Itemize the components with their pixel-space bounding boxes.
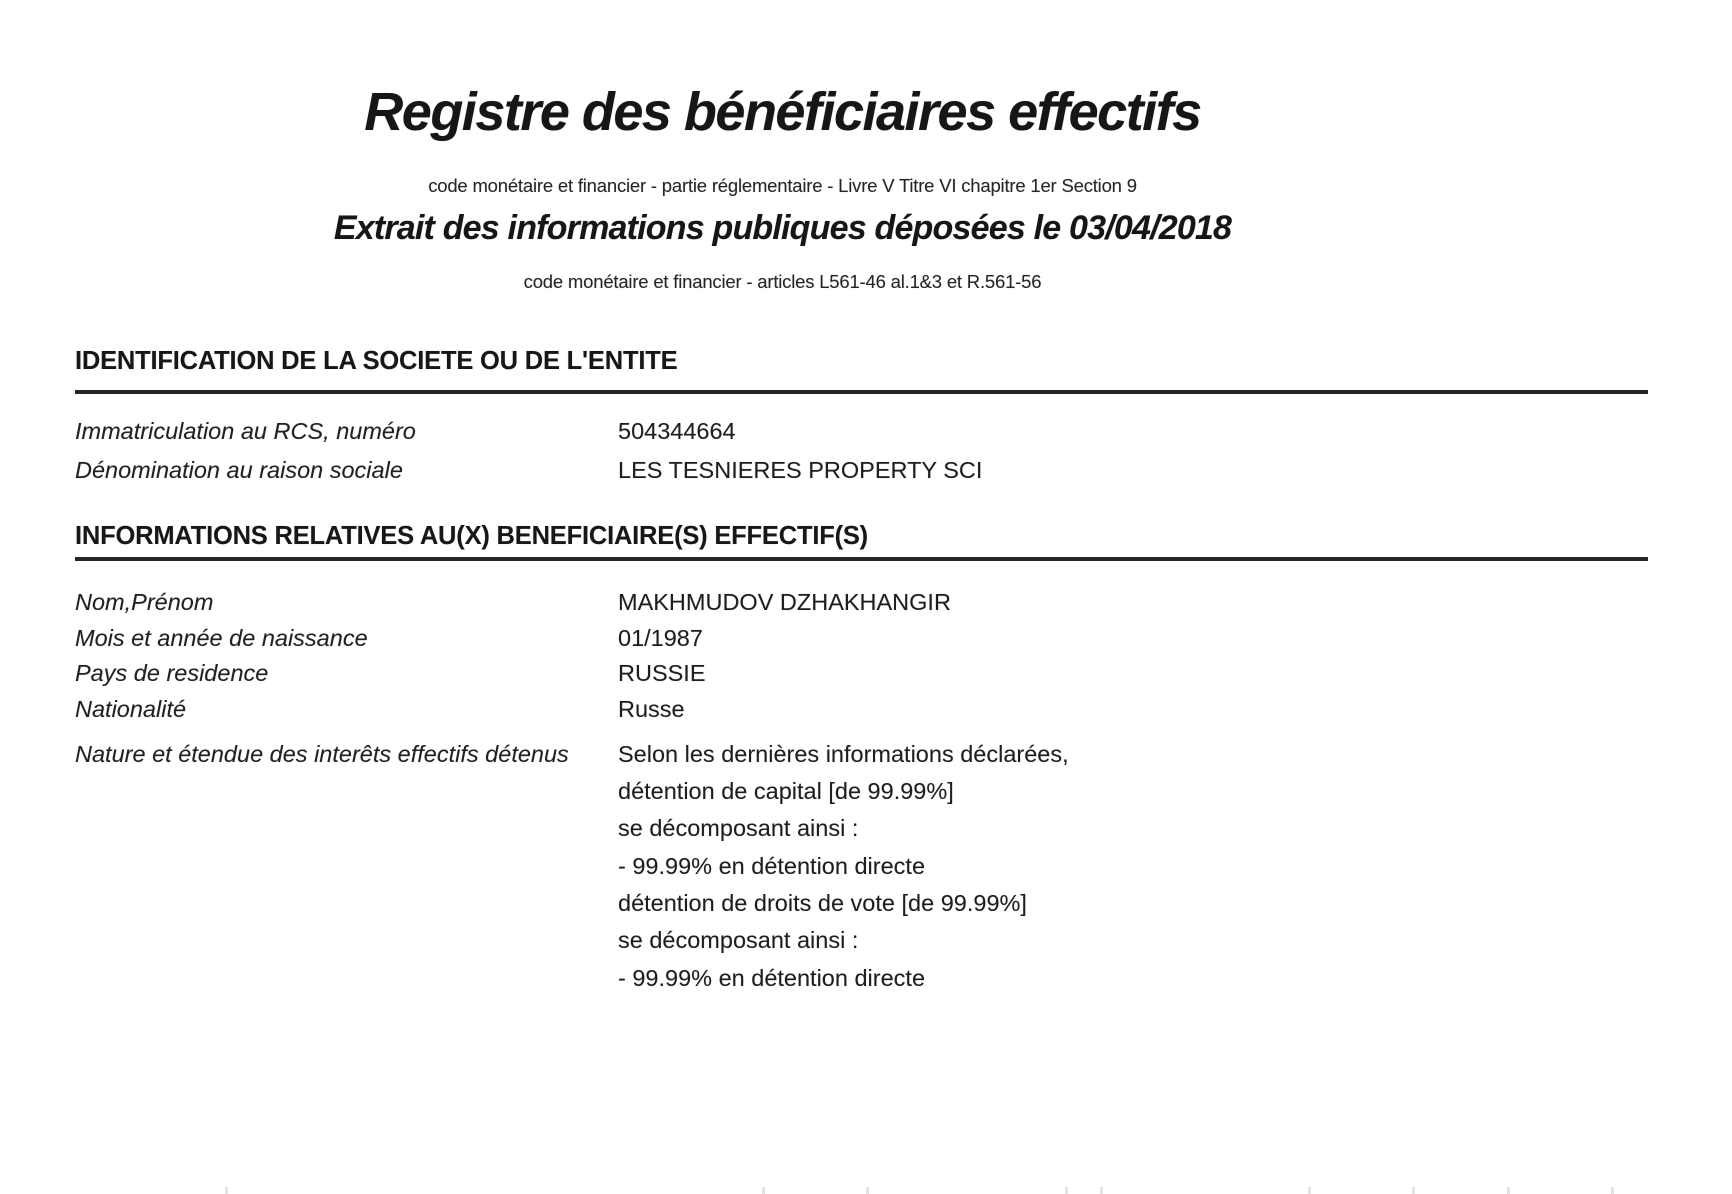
field-value: 01/1987 bbox=[618, 624, 703, 651]
value-line: détention de droits de vote [de 99.99%] bbox=[618, 890, 1027, 916]
section-rule bbox=[75, 557, 1648, 561]
field-value: LES TESNIERES PROPERTY SCI bbox=[618, 456, 983, 483]
field-value-multiline: Selon les dernières informations déclaré… bbox=[618, 736, 1675, 997]
page-title-caption: code monétaire et financier - partie rég… bbox=[428, 175, 1137, 196]
field-row-nationality: Nationalité Russe bbox=[75, 692, 1675, 728]
field-label: Mois et année de naissance bbox=[75, 624, 368, 651]
identification-fields: Immatriculation au RCS, numéro 504344664… bbox=[75, 412, 1675, 489]
field-label: Dénomination au raison sociale bbox=[75, 456, 403, 483]
page-bottom-artifact bbox=[866, 1187, 869, 1194]
value-line: détention de capital [de 99.99%] bbox=[618, 778, 954, 805]
field-value: Russe bbox=[618, 696, 685, 723]
page-bottom-artifact bbox=[1065, 1187, 1068, 1194]
page-bottom-artifact bbox=[1611, 1187, 1614, 1194]
page-bottom-artifact bbox=[762, 1187, 765, 1194]
section-rule bbox=[75, 390, 1648, 394]
page-title: Registre des bénéficiaires effectifs bbox=[364, 82, 1202, 142]
value-line: - 99.99% en détention directe bbox=[618, 852, 926, 879]
field-value: MAKHMUDOV DZHAKHANGIR bbox=[618, 589, 951, 615]
page-subtitle-caption: code monétaire et financier - articles L… bbox=[523, 271, 1042, 292]
page-bottom-artifact bbox=[1308, 1187, 1311, 1194]
field-row-name: Nom,Prénom MAKHMUDOV DZHAKHANGIR bbox=[75, 585, 1675, 621]
field-label: Immatriculation au RCS, numéro bbox=[75, 418, 416, 444]
page-subtitle: Extrait des informations publiques dépos… bbox=[333, 209, 1232, 247]
field-row-residence-country: Pays de residence RUSSIE bbox=[75, 656, 1675, 692]
field-row-interests-held: Nature et étendue des interêts effectifs… bbox=[75, 736, 1675, 997]
page-bottom-artifact bbox=[225, 1187, 228, 1194]
value-line: Selon les dernières informations déclaré… bbox=[618, 740, 1069, 767]
field-label: Nature et étendue des interêts effectifs… bbox=[75, 740, 569, 767]
field-row-rcs-number: Immatriculation au RCS, numéro 504344664 bbox=[75, 412, 1675, 451]
section-heading-beneficial-owners: INFORMATIONS RELATIVES AU(X) BENEFICIAIR… bbox=[75, 522, 868, 550]
field-value: 504344664 bbox=[618, 418, 736, 444]
value-line: se décomposant ainsi : bbox=[618, 927, 859, 954]
field-row-birth-month-year: Mois et année de naissance 01/1987 bbox=[75, 621, 1675, 657]
field-label: Nom,Prénom bbox=[75, 589, 214, 615]
page-bottom-artifact bbox=[1100, 1187, 1103, 1194]
page-bottom-artifact bbox=[1412, 1187, 1415, 1194]
field-value: RUSSIE bbox=[618, 660, 706, 687]
page-bottom-artifact bbox=[1507, 1187, 1510, 1194]
beneficial-owner-fields: Nom,Prénom MAKHMUDOV DZHAKHANGIR Mois et… bbox=[75, 585, 1675, 997]
section-heading-identification: IDENTIFICATION DE LA SOCIETE OU DE L'ENT… bbox=[75, 347, 678, 375]
value-line: - 99.99% en détention directe bbox=[618, 964, 926, 991]
field-row-company-name: Dénomination au raison sociale LES TESNI… bbox=[75, 451, 1675, 490]
value-line: se décomposant ainsi : bbox=[618, 815, 859, 842]
field-label: Pays de residence bbox=[75, 660, 269, 687]
field-label: Nationalité bbox=[75, 696, 187, 723]
